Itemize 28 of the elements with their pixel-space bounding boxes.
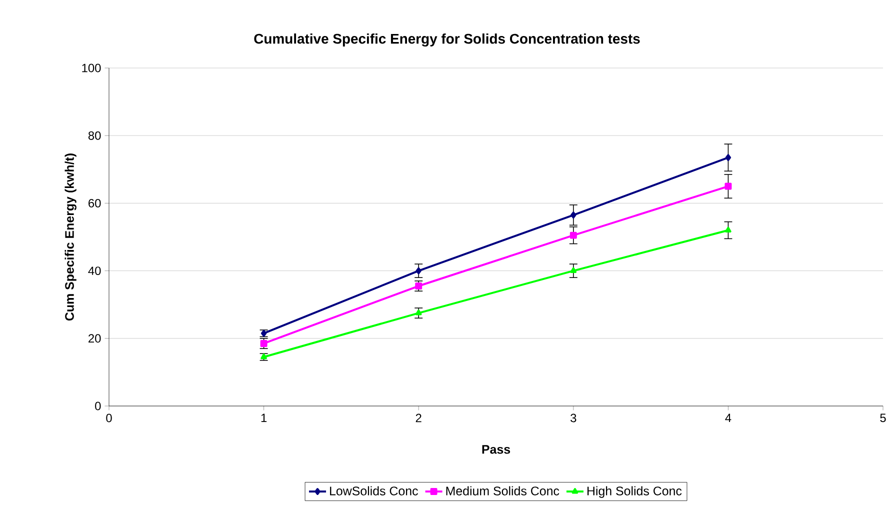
y-tick-label: 80	[88, 131, 101, 140]
point	[724, 182, 732, 190]
x-tick-label: 5	[880, 414, 886, 422]
legend-label: Medium Solids Conc	[446, 486, 560, 496]
x-axis-title: Pass	[482, 445, 510, 454]
y-tick-label: 100	[82, 64, 101, 72]
x-tick-label: 3	[570, 414, 576, 422]
x-tick-label: 4	[725, 414, 732, 422]
y-tick-label: 60	[88, 198, 101, 208]
y-axis-title: Cum Specific Energy (kwh/t)	[64, 154, 76, 321]
point	[725, 154, 732, 162]
legend-label: High Solids Conc	[587, 486, 682, 498]
x-tick-label: 0	[106, 414, 112, 422]
point	[570, 267, 577, 274]
point	[260, 340, 268, 347]
x-tick-label: 1	[261, 414, 267, 422]
x-tick-label: 2	[416, 414, 422, 422]
point	[570, 212, 576, 219]
y-tick-label: 40	[88, 266, 101, 276]
point	[415, 310, 422, 316]
point	[415, 282, 422, 290]
y-tick-label: 20	[88, 334, 101, 343]
legend-label: LowSolids Conc	[330, 486, 418, 496]
y-tick-label: 0	[95, 402, 101, 410]
point	[416, 267, 422, 274]
point	[570, 232, 577, 239]
point	[725, 226, 732, 232]
chart-title: Cumulative Specific Energy for Solids Concentration tests	[254, 33, 640, 47]
